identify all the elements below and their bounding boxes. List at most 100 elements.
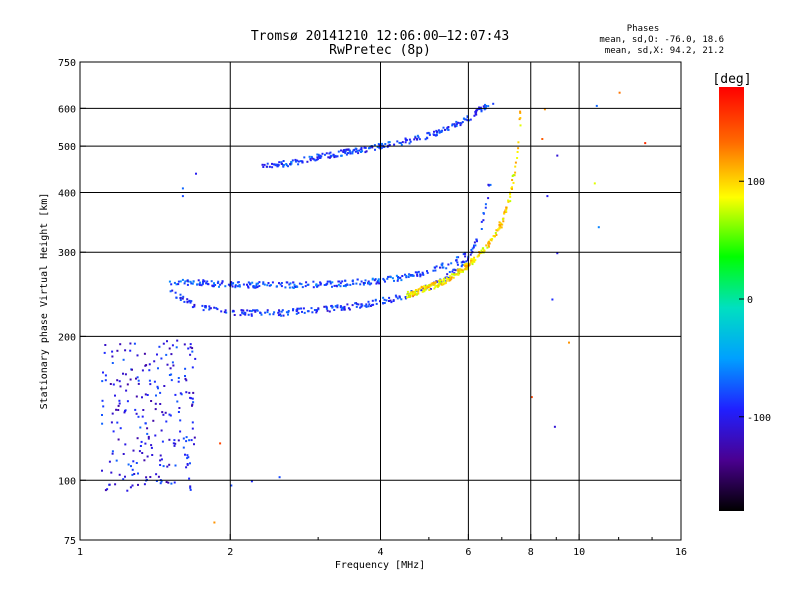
data-point (336, 304, 339, 307)
data-point (117, 438, 120, 441)
data-point (383, 298, 386, 301)
data-point (377, 278, 380, 281)
data-point (478, 108, 481, 110)
data-point (454, 269, 457, 272)
data-point (242, 312, 245, 315)
data-point (310, 155, 313, 158)
data-point (188, 391, 191, 394)
data-point (347, 152, 349, 155)
data-point (191, 282, 194, 285)
y-tick-label: 300 (58, 248, 76, 259)
data-point (487, 197, 490, 200)
data-point (112, 383, 115, 386)
data-point (179, 280, 182, 283)
data-point (250, 480, 253, 483)
data-point (427, 286, 430, 289)
data-point (137, 472, 139, 475)
data-point (318, 157, 321, 159)
data-point (473, 241, 476, 244)
data-point (104, 344, 107, 346)
data-point (202, 281, 204, 284)
data-point (471, 263, 474, 266)
data-point (240, 309, 243, 312)
data-point (474, 244, 477, 247)
data-point (252, 309, 254, 312)
data-point (189, 343, 192, 346)
data-point (232, 309, 235, 312)
data-point (154, 434, 157, 437)
data-point (360, 280, 363, 283)
data-point (150, 446, 153, 449)
data-point (480, 108, 482, 111)
data-point (186, 454, 189, 457)
data-point (450, 273, 453, 276)
data-point (437, 129, 440, 132)
data-point (368, 303, 371, 306)
data-point (252, 286, 255, 289)
data-point (472, 259, 475, 262)
data-point (259, 312, 262, 314)
data-point (282, 164, 285, 166)
data-point (144, 422, 147, 425)
data-point (256, 286, 259, 289)
data-point (487, 105, 490, 108)
data-point (331, 306, 334, 309)
data-point (372, 303, 375, 306)
data-point (416, 274, 419, 277)
data-point (154, 408, 157, 411)
data-point (324, 153, 326, 156)
data-point (173, 281, 176, 284)
data-point (184, 367, 187, 370)
data-point (470, 258, 473, 261)
data-point (258, 281, 261, 284)
data-point (358, 149, 361, 152)
data-point (359, 306, 362, 309)
data-point (101, 380, 104, 383)
data-point (268, 284, 271, 287)
data-point (189, 280, 192, 283)
data-point (457, 256, 460, 259)
data-point (278, 476, 281, 479)
scatter-points (101, 91, 647, 524)
data-point (344, 152, 347, 155)
data-point (255, 284, 258, 287)
chart-subtitle: RwPretec (8p) (329, 43, 431, 58)
data-point (179, 293, 182, 296)
colorbar-ticks: 100 0 -100 (739, 177, 771, 424)
data-point (483, 249, 486, 252)
data-point (177, 439, 180, 442)
data-point (408, 142, 411, 145)
data-point (213, 521, 216, 524)
data-point (352, 149, 355, 152)
data-point (340, 149, 342, 152)
data-point (422, 273, 425, 276)
data-point (301, 310, 303, 313)
data-point (500, 226, 503, 229)
data-point (287, 311, 290, 314)
data-point (241, 311, 244, 314)
data-point (157, 387, 159, 390)
y-tick-label: 200 (58, 332, 76, 343)
data-point (129, 349, 132, 352)
data-point (317, 154, 320, 157)
data-point (453, 273, 456, 276)
data-point (460, 265, 463, 268)
data-point (351, 151, 354, 153)
data-point (388, 300, 390, 302)
data-point (455, 273, 458, 276)
data-point (460, 261, 463, 264)
data-point (114, 394, 116, 397)
data-point (517, 147, 520, 150)
data-point (155, 473, 158, 476)
data-point (499, 225, 502, 228)
data-point (189, 462, 191, 465)
data-point (298, 282, 301, 285)
data-point (231, 285, 234, 288)
data-point (445, 267, 448, 270)
data-point (261, 163, 264, 166)
data-point (461, 263, 464, 266)
data-point (546, 195, 549, 198)
data-point (359, 283, 362, 286)
data-point (485, 244, 488, 247)
